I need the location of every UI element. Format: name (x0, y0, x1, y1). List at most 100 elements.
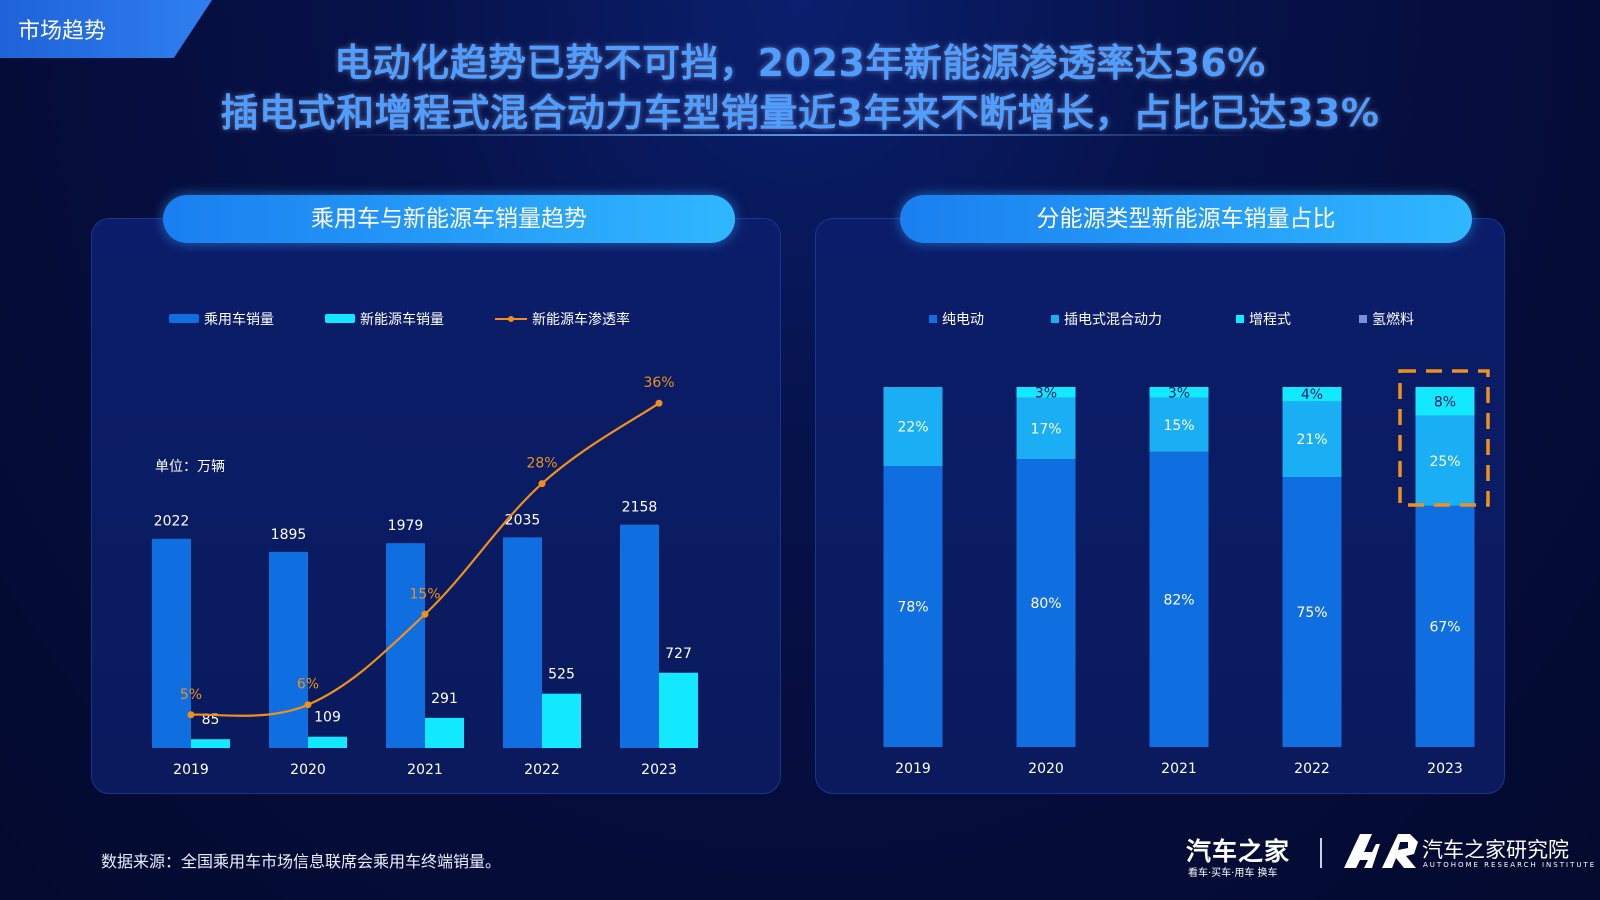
autohome-brand-logo: 汽车之家 (1186, 837, 1291, 866)
highlight-box-2023 (1398, 369, 1490, 507)
x-tick-2020: 2020 (290, 762, 326, 778)
legend-label-passenger: 乘用车销量 (204, 311, 274, 328)
segment-bev-2023 (1415, 505, 1475, 747)
headline-underline (330, 134, 1270, 136)
segment-label-phev-2021: 15% (1163, 418, 1194, 434)
institute-name: 汽车之家研究院 (1422, 838, 1569, 862)
x-tick-2023: 2023 (1427, 761, 1463, 777)
legend-label-bev: 纯电动 (942, 312, 984, 328)
segment-phev-2020 (1016, 397, 1076, 459)
x-tick-2022: 2022 (524, 762, 560, 778)
penetration-point-2023 (655, 399, 663, 407)
x-tick-2023: 2023 (641, 762, 677, 778)
segment-erev-2022 (1282, 387, 1342, 402)
institute-name-en: AUTOHOME RESEARCH INSTITUTE (1423, 861, 1597, 869)
legend-marker-penetration (508, 316, 514, 322)
label-passenger-2021: 1979 (388, 518, 424, 534)
x-tick-2019: 2019 (895, 761, 931, 777)
unit-label: 单位：万辆 (155, 459, 225, 475)
segment-label-erev-2021: 3% (1168, 385, 1190, 401)
bar-nev-2019 (191, 739, 230, 748)
legend-swatch-bev (929, 315, 937, 323)
label-nev-2019: 85 (202, 712, 220, 728)
label-nev-2020: 109 (314, 710, 341, 726)
penetration-label-2020: 6% (297, 677, 319, 693)
energy-share-chart: 纯电动 插电式混合动力 增程式 氢燃料 78% 22% 2019 80% 17% 3% 2020 8… (883, 311, 1490, 777)
left-legend: 乘用车销量 新能源车销量 新能源车渗透率 (169, 311, 630, 328)
label-passenger-2020: 1895 (271, 527, 307, 543)
sales-trend-chart: 乘用车销量 新能源车销量 新能源车渗透率 单位：万辆 2022 85 2019 189… (152, 311, 698, 778)
segment-label-bev-2020: 80% (1030, 596, 1061, 612)
right-chart-title: 分能源类型新能源车销量占比 (900, 195, 1472, 243)
segment-label-bev-2021: 82% (1163, 592, 1194, 608)
legend-swatch-fcev (1359, 315, 1367, 323)
bar-nev-2020 (308, 736, 347, 748)
segment-phev-2019 (883, 387, 943, 467)
bar-nev-2021 (425, 717, 464, 748)
segment-bev-2019 (883, 466, 943, 747)
headline-line1: 电动化趋势已势不可挡，2023年新能源渗透率达36% (334, 41, 1266, 85)
x-tick-2021: 2021 (407, 762, 443, 778)
label-passenger-2022: 2035 (505, 512, 541, 528)
data-source-note: 数据来源：全国乘用车市场信息联席会乘用车终端销量。 (101, 852, 502, 871)
segment-label-erev-2022: 4% (1301, 387, 1323, 403)
footer-divider (1320, 838, 1322, 868)
label-nev-2023: 727 (665, 646, 692, 662)
penetration-point-2022 (538, 480, 546, 488)
segment-erev-2023 (1415, 387, 1475, 416)
segment-phev-2022 (1282, 401, 1342, 477)
legend-swatch-erev (1236, 315, 1244, 323)
penetration-point-2021 (421, 610, 429, 618)
segment-label-bev-2019: 78% (897, 600, 928, 616)
left-chart-title: 乘用车与新能源车销量趋势 (163, 195, 735, 243)
legend-label-fcev: 氢燃料 (1372, 311, 1414, 328)
penetration-point-2020 (304, 701, 312, 709)
penetration-label-2022: 28% (526, 456, 557, 472)
label-nev-2021: 291 (431, 691, 458, 707)
segment-label-phev-2023: 25% (1429, 454, 1460, 470)
legend-label-nev: 新能源车销量 (360, 311, 444, 328)
section-tag-label: 市场趋势 (18, 19, 107, 44)
segment-label-erev-2023: 8% (1434, 394, 1456, 410)
bar-passenger-2023 (620, 524, 659, 748)
ari-logo-icon (1344, 834, 1418, 868)
penetration-label-2021: 15% (409, 586, 440, 602)
segment-phev-2021 (1149, 397, 1209, 452)
label-nev-2022: 525 (548, 667, 575, 683)
segment-bev-2022 (1282, 477, 1342, 747)
x-tick-2019: 2019 (173, 762, 209, 778)
bar-nev-2023 (659, 672, 698, 748)
segment-erev-2021 (1149, 387, 1209, 398)
penetration-label-2019: 5% (180, 687, 202, 703)
legend-swatch-phev (1051, 315, 1059, 323)
section-tag: 市场趋势 (0, 0, 212, 58)
label-passenger-2023: 2158 (622, 500, 658, 516)
segment-label-bev-2022: 75% (1296, 605, 1327, 621)
right-legend: 纯电动 插电式混合动力 增程式 氢燃料 (929, 311, 1414, 328)
penetration-label-2023: 36% (643, 375, 674, 391)
segment-label-bev-2023: 67% (1429, 619, 1460, 635)
segment-bev-2020 (1016, 459, 1076, 747)
legend-swatch-nev (325, 314, 355, 323)
segment-label-phev-2022: 21% (1296, 432, 1327, 448)
penetration-point-2019 (187, 711, 195, 719)
bar-passenger-2020 (269, 551, 308, 748)
segment-phev-2023 (1415, 415, 1475, 506)
bar-passenger-2019 (152, 538, 191, 748)
autohome-brand-tagline: 看车·买车·用车 换车 (1188, 868, 1278, 879)
segment-label-phev-2019: 22% (897, 420, 928, 436)
segment-bev-2021 (1149, 451, 1209, 747)
bar-nev-2022 (542, 693, 581, 748)
segment-erev-2020 (1016, 387, 1076, 398)
segment-label-phev-2020: 17% (1030, 421, 1061, 437)
legend-label-penetration: 新能源车渗透率 (532, 311, 630, 328)
legend-label-phev: 插电式混合动力 (1064, 312, 1162, 328)
headline-line2: 插电式和增程式混合动力车型销量近3年来不断增长，占比已达33% (220, 91, 1380, 135)
x-tick-2020: 2020 (1028, 761, 1064, 777)
segment-label-erev-2020: 3% (1035, 385, 1057, 401)
legend-swatch-passenger (169, 314, 199, 323)
x-tick-2021: 2021 (1161, 761, 1197, 777)
label-passenger-2019: 2022 (154, 514, 190, 530)
legend-label-erev: 增程式 (1249, 312, 1291, 328)
bar-passenger-2022 (503, 537, 542, 748)
